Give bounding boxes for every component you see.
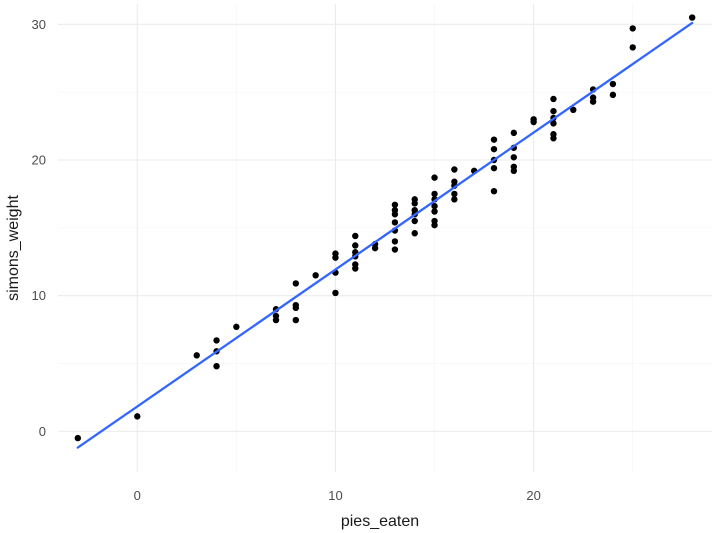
data-point [510, 154, 518, 161]
x-tick-label: 0 [134, 488, 141, 503]
data-point [292, 280, 300, 287]
y-axis-tick-labels: 0 10 20 30 [32, 17, 46, 439]
data-point [352, 242, 359, 249]
x-tick-label: 20 [526, 488, 540, 503]
x-axis-tick-labels: 0 10 20 [134, 488, 541, 503]
x-axis-title: pies_eaten [341, 513, 419, 530]
data-point [530, 116, 537, 123]
data-point [391, 219, 399, 226]
data-point [74, 434, 82, 442]
data-point [451, 196, 458, 203]
data-point [431, 208, 438, 215]
data-point [629, 25, 636, 32]
data-point [332, 289, 339, 297]
data-point [292, 316, 300, 324]
data-point [451, 166, 458, 173]
data-point [411, 230, 418, 237]
data-point [193, 352, 200, 359]
y-tick-label: 20 [32, 153, 46, 168]
data-point [411, 206, 418, 214]
y-tick-label: 10 [32, 288, 46, 303]
data-point [213, 362, 220, 370]
x-tick-label: 10 [328, 488, 342, 503]
data-point [550, 131, 557, 138]
data-point [352, 261, 359, 268]
data-point [550, 120, 557, 127]
data-point [292, 301, 300, 309]
data-point [391, 246, 399, 253]
data-point [510, 163, 518, 170]
regression-fit-line [76, 21, 694, 449]
y-tick-label: 0 [39, 424, 46, 439]
data-point [431, 202, 438, 210]
data-point [510, 129, 518, 137]
data-point [490, 164, 498, 172]
y-tick-label: 30 [32, 17, 46, 32]
data-point [233, 323, 240, 331]
data-point [490, 188, 498, 195]
data-point [134, 413, 141, 420]
data-point [570, 106, 577, 114]
data-point [451, 190, 458, 198]
data-point [550, 107, 557, 115]
data-point [589, 94, 597, 101]
data-point [411, 217, 418, 225]
data-point [490, 136, 498, 143]
data-point [629, 44, 636, 51]
data-point [451, 178, 458, 185]
data-point [431, 190, 438, 198]
data-point [490, 145, 498, 153]
data-point [391, 206, 399, 214]
data-point [391, 201, 399, 208]
data-point [312, 272, 319, 279]
fit-line-layer [76, 21, 694, 449]
data-point [688, 14, 696, 21]
data-point [352, 232, 359, 240]
y-axis-title: simons_weight [5, 195, 22, 301]
data-point [609, 80, 617, 88]
data-point [332, 250, 339, 257]
data-point [431, 174, 438, 181]
data-point [431, 217, 438, 225]
data-point [391, 238, 399, 245]
data-point [411, 196, 418, 203]
data-point [609, 91, 617, 99]
data-point [272, 312, 280, 320]
grid-lines [58, 4, 712, 472]
data-point [550, 95, 557, 103]
data-point [213, 337, 220, 344]
